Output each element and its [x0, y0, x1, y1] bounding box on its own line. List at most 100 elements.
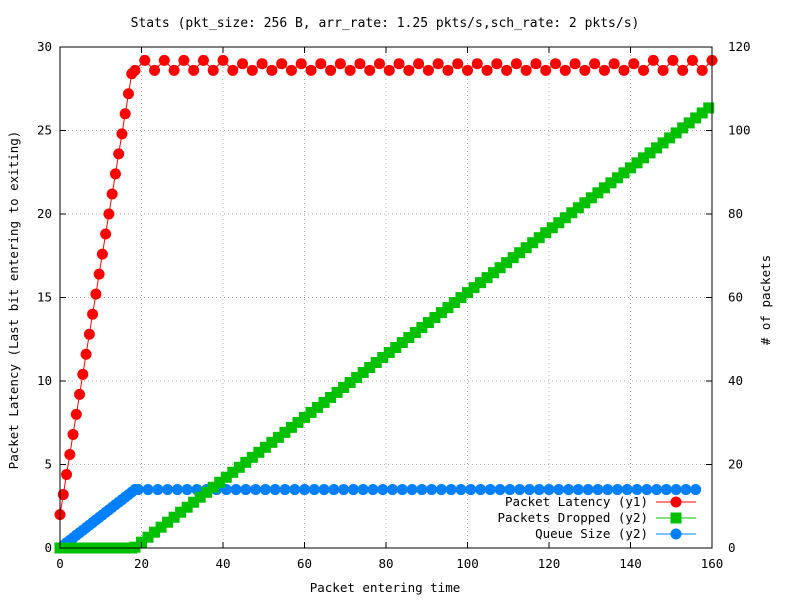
packets-dropped-point	[435, 307, 447, 319]
packets-dropped-point	[266, 436, 278, 448]
packets-dropped-point	[488, 267, 500, 279]
queue-size-point	[162, 484, 174, 496]
x-tick-label: 120	[538, 556, 561, 571]
packets-dropped-point	[351, 371, 363, 383]
legend-label: Queue Size (y2)	[535, 526, 648, 541]
packets-dropped-point	[318, 396, 330, 408]
queue-size-point	[132, 484, 144, 496]
queue-size-point	[514, 484, 526, 496]
packet-latency-point	[667, 54, 679, 66]
queue-size-point	[621, 484, 633, 496]
packet-latency-point	[354, 58, 366, 70]
x-tick-label: 40	[215, 556, 230, 571]
packets-dropped-point	[409, 327, 421, 339]
packets-dropped-point	[214, 476, 226, 488]
series-layer	[54, 54, 718, 554]
packet-latency-point	[90, 288, 102, 300]
packet-latency-point	[57, 489, 69, 501]
y2-tick-label: 0	[728, 540, 736, 555]
packets-dropped-point	[442, 302, 454, 314]
packets-dropped-point	[631, 157, 643, 169]
packet-latency-point	[116, 128, 128, 140]
queue-size-point	[563, 484, 575, 496]
packets-dropped-point	[181, 501, 193, 513]
queue-size-point	[308, 484, 320, 496]
packets-dropped-point	[325, 391, 337, 403]
x-axis-label: Packet entering time	[310, 580, 461, 595]
packets-dropped-point	[246, 451, 258, 463]
packets-dropped-point	[285, 421, 297, 433]
queue-size-point	[484, 484, 496, 496]
packets-dropped-point	[598, 182, 610, 194]
packet-latency-point	[393, 58, 405, 70]
packet-latency-point	[628, 58, 640, 70]
packets-dropped-point	[253, 446, 265, 458]
packet-latency-point	[432, 58, 444, 70]
packet-latency-point	[686, 54, 698, 66]
packet-latency-point	[471, 58, 483, 70]
x-tick-label: 0	[56, 556, 64, 571]
packets-dropped-point	[429, 312, 441, 324]
queue-size-point	[465, 484, 477, 496]
queue-size-point	[494, 484, 506, 496]
packet-latency-point	[638, 64, 650, 76]
packets-dropped-point	[422, 317, 434, 329]
queue-size-point	[670, 484, 682, 496]
queue-size-point	[572, 484, 584, 496]
queue-size-point	[416, 484, 428, 496]
packets-dropped-point	[533, 232, 545, 244]
packets-dropped-point	[194, 491, 206, 503]
x-tick-label: 100	[456, 556, 479, 571]
packet-latency-point	[217, 54, 229, 66]
y-tick-label: 0	[44, 540, 52, 555]
packets-dropped-point	[566, 207, 578, 219]
packets-dropped-point	[468, 282, 480, 294]
packets-dropped-point	[507, 252, 519, 264]
y2-tick-label: 80	[728, 206, 743, 221]
packets-dropped-point	[625, 162, 636, 174]
packets-dropped-point	[448, 297, 460, 309]
y2-tick-label: 60	[728, 290, 743, 305]
y2-tick-label: 100	[728, 123, 751, 138]
x-tick-label: 80	[378, 556, 393, 571]
packets-dropped-point	[220, 471, 232, 483]
packet-latency-point	[510, 58, 522, 70]
packets-dropped-point	[514, 247, 526, 259]
legend-marker	[670, 528, 682, 540]
packet-latency-point	[168, 64, 180, 76]
queue-size-series	[54, 484, 702, 554]
packets-dropped-point	[579, 197, 591, 209]
packet-latency-point	[109, 168, 121, 180]
packets-dropped-point	[207, 481, 219, 493]
packet-latency-point	[344, 64, 356, 76]
packet-latency-point	[237, 58, 249, 70]
queue-size-point	[259, 484, 271, 496]
packet-latency-point	[129, 64, 141, 76]
plot-frame	[59, 46, 713, 549]
legend-label: Packets Dropped (y2)	[497, 510, 648, 525]
packets-dropped-point	[377, 352, 389, 364]
packets-dropped-point	[370, 356, 382, 368]
packet-latency-point	[83, 328, 95, 340]
queue-size-point	[651, 484, 663, 496]
queue-size-point	[455, 484, 467, 496]
packets-dropped-point	[611, 172, 623, 184]
packets-dropped-point	[559, 212, 571, 224]
legend-marker	[670, 496, 682, 508]
queue-size-point	[690, 484, 702, 496]
packets-dropped-point	[416, 322, 428, 334]
y2-tick-label: 40	[728, 373, 743, 388]
packets-dropped-point	[344, 376, 356, 388]
packets-dropped-point	[592, 187, 604, 199]
y-axis-label: Packet Latency (Last bit entering to exi…	[6, 131, 21, 470]
packet-latency-point	[178, 54, 190, 66]
queue-size-point	[611, 484, 623, 496]
packet-latency-point	[540, 64, 552, 76]
packets-dropped-point	[331, 386, 343, 398]
y-tick-label: 5	[44, 457, 52, 472]
packets-dropped-point	[188, 496, 200, 508]
queue-size-point	[338, 484, 350, 496]
queue-size-point	[289, 484, 301, 496]
packets-dropped-point	[383, 347, 395, 359]
queue-size-point	[230, 484, 242, 496]
